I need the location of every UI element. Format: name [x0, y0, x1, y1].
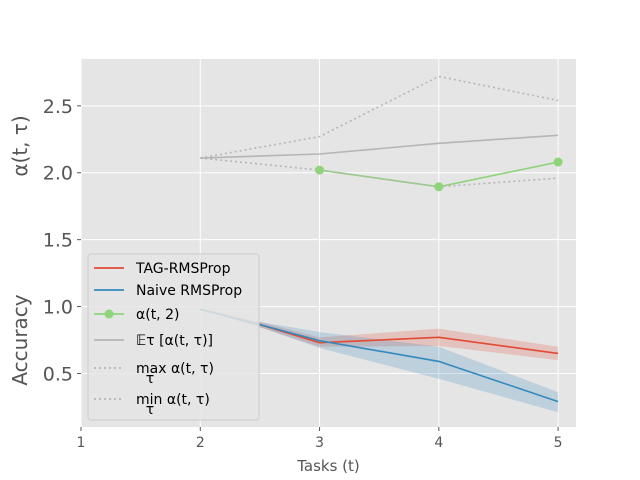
y-tick-label-1: 1.0	[43, 297, 73, 319]
band-1	[200, 309, 559, 413]
y-axis-ticks: 0.5 1.0 1.5 2.0 2.5	[43, 96, 81, 385]
legend-marker-2	[104, 309, 114, 319]
grid-lines	[80, 59, 576, 427]
series-line-4	[200, 75, 559, 159]
legend: TAG-RMSProp Naive RMSProp α(t, 2) 𝔼τ [α(t, …	[87, 253, 260, 421]
legend-label-2: α(t, 2)	[136, 307, 179, 323]
x-axis-label: Tasks (t)	[296, 457, 360, 475]
x-tick-label-2: 3	[315, 435, 324, 451]
y-axis-label-bottom: Accuracy	[8, 294, 32, 385]
legend-label-3: 𝔼τ [α(t, τ)]	[136, 333, 213, 349]
legend-sub-4: τ	[146, 371, 154, 387]
series-point-2-2	[553, 157, 563, 167]
series-point-2-1	[434, 182, 444, 192]
series-line-5	[200, 157, 559, 188]
y-tick-label-2: 1.5	[43, 230, 73, 252]
legend-sub-5: τ	[146, 402, 154, 418]
series-point-2-0	[315, 165, 325, 175]
series-markers	[315, 157, 563, 192]
x-tick-label-0: 1	[77, 435, 86, 451]
legend-box	[87, 253, 260, 421]
y-axis-label-top: α(t, τ)	[8, 115, 32, 176]
x-tick-label-4: 5	[554, 435, 563, 451]
legend-label-0: TAG-RMSProp	[135, 261, 231, 277]
legend-label-1: Naive RMSProp	[136, 283, 242, 299]
y-tick-label-4: 2.5	[43, 96, 73, 118]
band-0	[200, 309, 559, 361]
x-axis-ticks: 1 2 3 4 5	[77, 427, 563, 451]
x-tick-label-3: 4	[434, 435, 443, 451]
confidence-bands	[200, 309, 559, 413]
series-line-3	[200, 134, 559, 159]
legend-label-4: max α(t, τ)	[136, 361, 214, 377]
y-tick-label-3: 2.0	[43, 163, 73, 185]
legend-label-5: min α(t, τ)	[136, 392, 210, 408]
x-tick-label-1: 2	[196, 435, 205, 451]
y-tick-label-0: 0.5	[43, 363, 73, 385]
